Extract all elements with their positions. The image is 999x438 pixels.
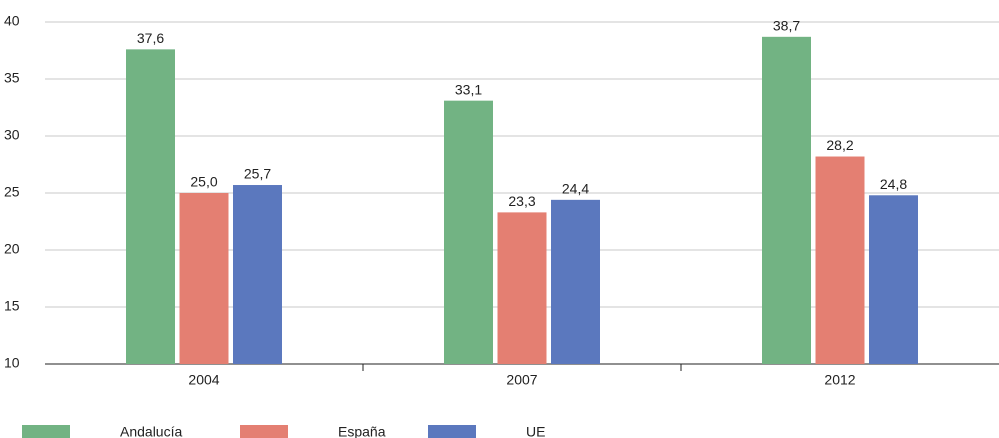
bar [444,100,493,364]
bar [551,199,600,364]
y-tick-label: 20 [4,241,20,257]
data-label: 24,4 [562,181,589,197]
data-label: 28,2 [826,137,853,153]
legend-swatch [428,425,476,438]
bar [126,49,175,365]
bar [179,193,229,364]
data-label: 33,1 [455,81,482,97]
data-label: 37,6 [137,30,164,46]
x-tick-label: 2012 [824,372,855,388]
data-label: 25,7 [244,166,271,182]
y-tick-label: 40 [4,13,20,29]
y-tick-label: 25 [4,184,20,200]
legend-label: UE [526,424,545,438]
legend-label: Andalucía [120,424,182,438]
bar [233,185,282,364]
y-tick-label: 10 [4,355,20,371]
bar [497,212,547,364]
y-tick-label: 15 [4,298,20,314]
legend-swatch [240,425,288,438]
legend-swatch [22,425,70,438]
y-tick-label: 30 [4,127,20,143]
data-label: 25,0 [190,174,217,190]
data-label: 24,8 [880,176,907,192]
bar [762,36,811,364]
bar [815,156,865,364]
x-tick-label: 2007 [506,372,537,388]
x-tick-label: 2004 [188,372,219,388]
data-label: 23,3 [508,193,535,209]
y-tick-label: 35 [4,70,20,86]
data-label: 38,7 [773,18,800,34]
legend-label: España [338,424,386,438]
bar [869,195,918,364]
